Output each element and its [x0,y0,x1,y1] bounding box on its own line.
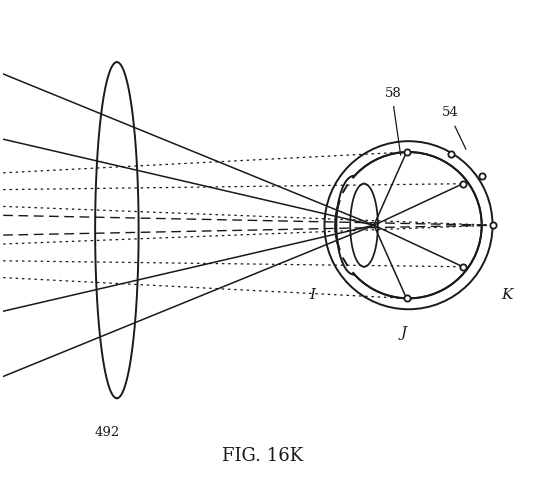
Text: I: I [310,288,316,303]
Text: 54: 54 [442,106,458,120]
Text: 58: 58 [385,87,402,100]
Text: J: J [400,326,406,340]
Text: 492: 492 [94,426,120,439]
Text: FIG. 16K: FIG. 16K [222,447,304,465]
Text: K: K [501,288,513,303]
